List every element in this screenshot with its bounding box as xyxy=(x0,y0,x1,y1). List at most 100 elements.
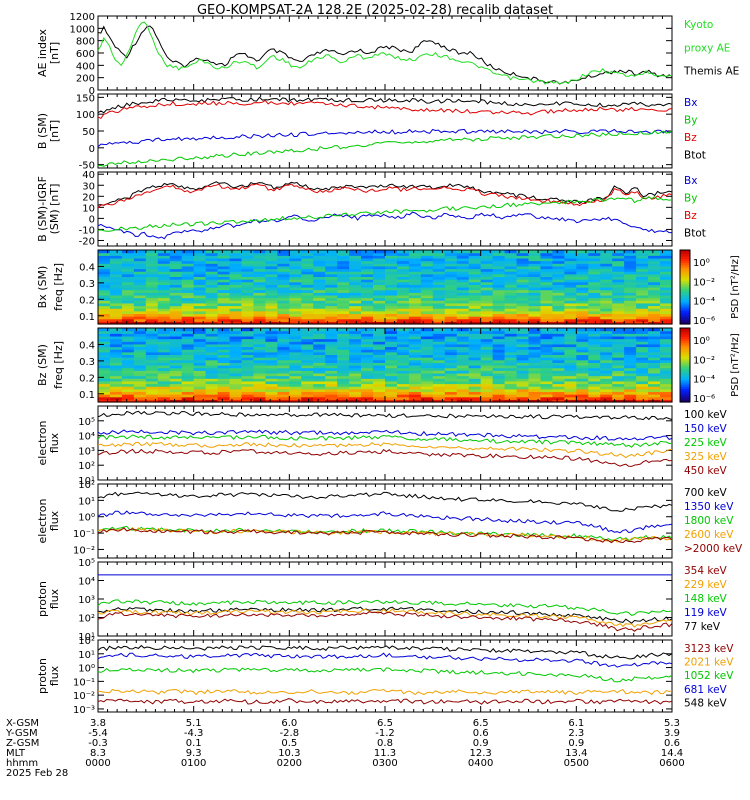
panel-3-cell xyxy=(337,308,350,312)
panel-8-legend-0: 3123 keV xyxy=(684,643,734,655)
footer-mlt-value: 10.3 xyxy=(278,748,301,759)
panel-4-cell xyxy=(564,394,577,398)
panel-4-cell xyxy=(588,359,601,363)
panel-3-cell xyxy=(600,284,613,288)
panel-3-cell xyxy=(504,289,518,293)
panel-3-cell xyxy=(564,284,577,288)
panel-3-cell xyxy=(564,305,577,309)
panel-4-cell xyxy=(361,380,374,385)
panel-4-cell xyxy=(624,375,637,379)
panel-4-cell xyxy=(528,399,542,403)
panel-3-cell xyxy=(600,268,613,272)
panel-3-cell xyxy=(301,273,314,278)
panel-5-series-0 xyxy=(97,410,673,421)
panel-2-ytick-label: 40 xyxy=(82,170,95,181)
panel-3-cell xyxy=(193,300,207,304)
panel-3-cell xyxy=(98,265,111,270)
panel-4-cell xyxy=(480,351,494,356)
panel-3-cell xyxy=(265,302,278,307)
panel-3-cell xyxy=(205,271,219,275)
panel-4-cell xyxy=(444,391,458,395)
panel-4-cell xyxy=(612,388,625,393)
panel-4-cell xyxy=(396,370,410,374)
panel-3-cell xyxy=(289,297,302,301)
panel-8-series-3 xyxy=(97,688,673,696)
panel-3-cell xyxy=(133,271,147,275)
panel-4-cell xyxy=(420,330,434,334)
panel-4-cell xyxy=(660,362,673,366)
panel-4-cell xyxy=(564,338,577,342)
panel-4-cell xyxy=(432,343,446,348)
panel-4-cell xyxy=(157,372,171,377)
panel-4-cell xyxy=(432,362,446,366)
panel-3-cell xyxy=(456,252,470,256)
panel-4-cell xyxy=(528,343,542,348)
panel-4-cell xyxy=(396,343,410,348)
panel-3-cell xyxy=(157,313,171,317)
panel-3-cell xyxy=(504,276,518,280)
panel-7-ytick-label: 10³ xyxy=(78,595,95,606)
panel-4-cell xyxy=(361,330,374,334)
panel-4-cell xyxy=(181,388,195,393)
panel-4-cell xyxy=(504,388,518,393)
panel-3-cell xyxy=(516,318,530,322)
panel-4-cell xyxy=(636,349,649,353)
panel-4-cell xyxy=(648,367,661,371)
panel-4-cell xyxy=(325,341,338,345)
panel-4-cell xyxy=(373,357,386,361)
panel-4-cell xyxy=(121,375,135,379)
panel-4-cell xyxy=(588,343,601,348)
panel-3-cell xyxy=(480,305,494,309)
panel-4-cell xyxy=(576,333,589,337)
panel-4-cell xyxy=(241,362,255,366)
panel-4-cell xyxy=(98,343,111,348)
panel-4-cell xyxy=(420,396,434,400)
panel-4-cell xyxy=(109,365,123,369)
panel-4-cell xyxy=(396,396,410,400)
panel-4-cell xyxy=(396,378,410,382)
panel-3-cell xyxy=(480,271,494,275)
panel-3-cell xyxy=(540,313,554,317)
panel-3-cell xyxy=(277,289,290,293)
panel-3-cell xyxy=(193,316,207,320)
panel-3-cell xyxy=(169,313,183,317)
panel-4-cell xyxy=(337,351,350,356)
panel-4-cell xyxy=(325,330,338,334)
panel-4-cell xyxy=(109,338,123,342)
panel-4-cell xyxy=(385,367,398,371)
panel-4-cell xyxy=(157,394,171,398)
panel-3-cell xyxy=(169,284,183,288)
panel-3-cell xyxy=(98,276,111,280)
panel-3-cell xyxy=(420,292,434,296)
panel-3-cell xyxy=(325,263,338,267)
panel-3-cell xyxy=(396,265,410,270)
panel-4-cell xyxy=(98,380,111,385)
panel-4-cell xyxy=(396,399,410,403)
panel-3-cell xyxy=(396,289,410,293)
panel-3-cell xyxy=(576,321,589,325)
panel-4-cell xyxy=(576,335,589,340)
panel-4-cell xyxy=(109,346,123,350)
panel-4-cell xyxy=(516,394,530,398)
panel-3-cell xyxy=(420,289,434,293)
panel-1-ytick-label: -50 xyxy=(79,161,95,172)
panel-4-cell xyxy=(241,378,255,382)
panel-4-cell xyxy=(145,396,159,400)
panel-4-cell xyxy=(361,370,374,374)
panel-3-cell xyxy=(98,292,111,296)
panel-3-cell xyxy=(325,308,338,312)
panel-3-cell xyxy=(205,279,219,283)
panel-4-cell xyxy=(420,359,434,363)
panel-4-cell xyxy=(289,378,302,382)
panel-4-cell xyxy=(253,386,267,390)
panel-3-cell xyxy=(133,313,147,317)
panel-3-cell xyxy=(361,273,374,278)
panel-1-series-0 xyxy=(97,96,673,114)
panel-4-cell xyxy=(444,370,458,374)
panel-3-cell xyxy=(313,260,326,264)
panel-4-cell xyxy=(385,386,398,390)
panel-4-cell xyxy=(337,394,350,398)
panel-3-colorbar-tick: 10⁻² xyxy=(693,277,715,288)
panel-4-cell xyxy=(588,391,601,395)
panel-3-cell xyxy=(109,313,123,317)
